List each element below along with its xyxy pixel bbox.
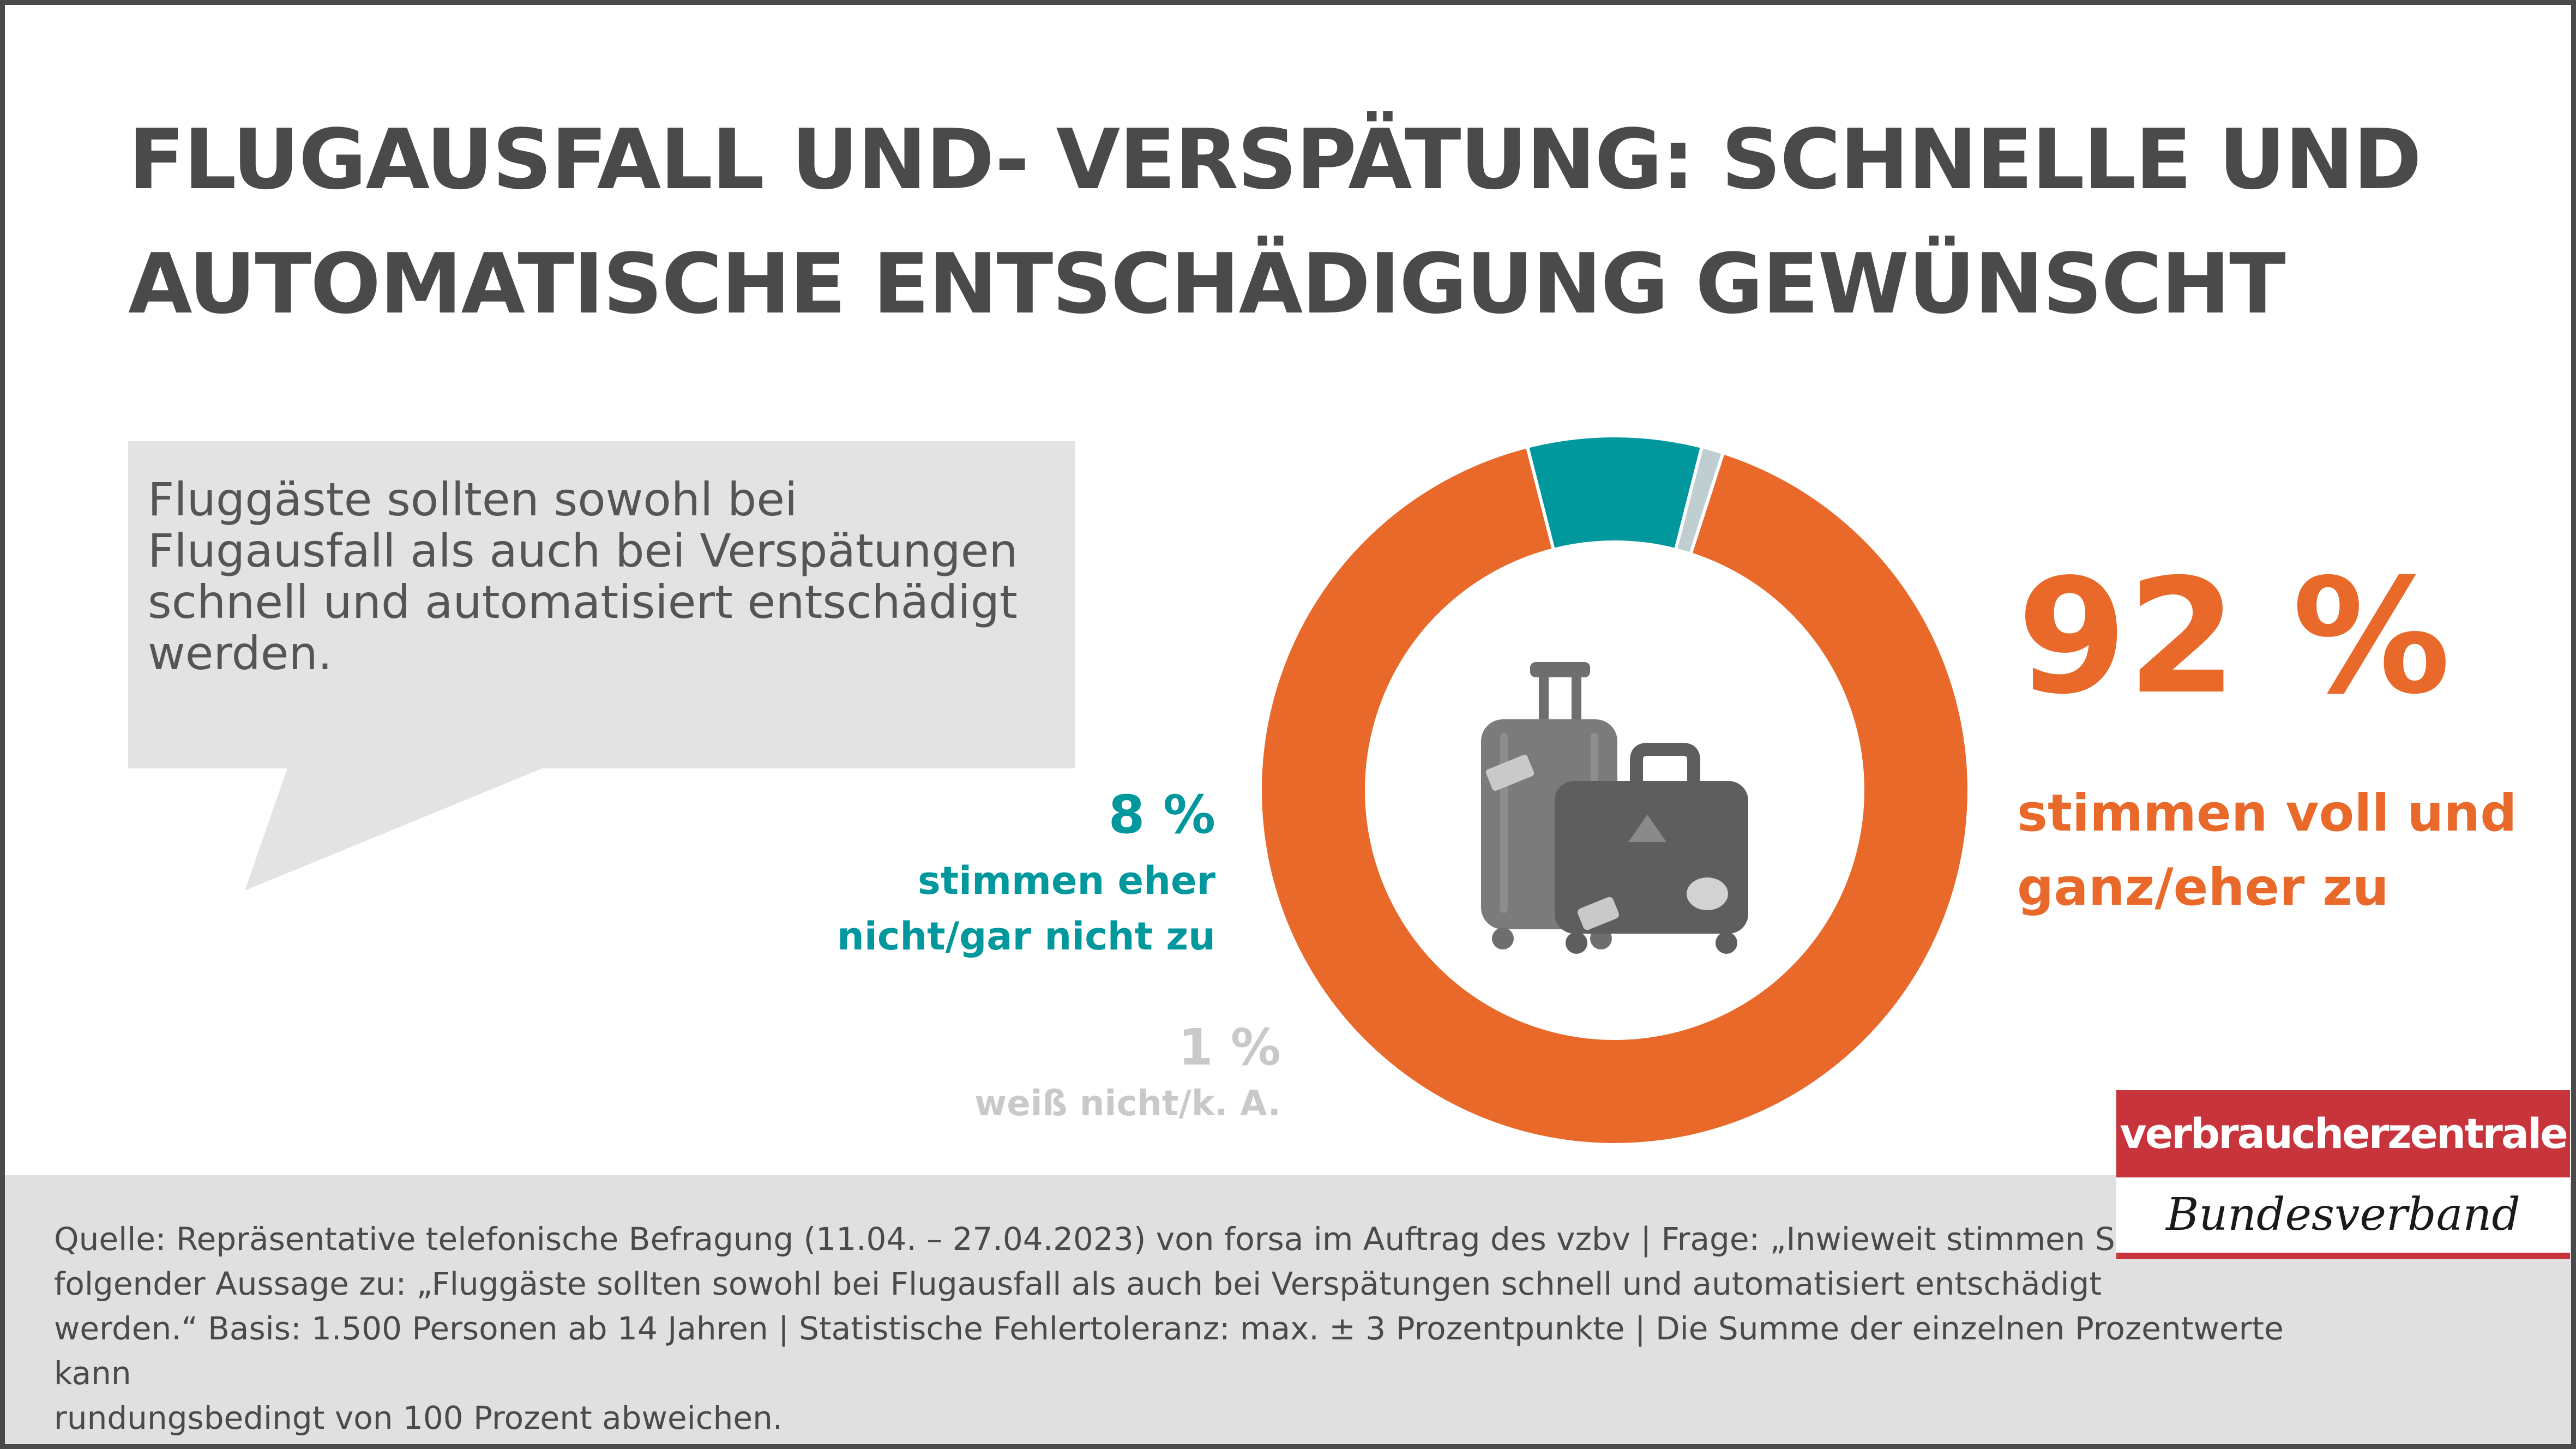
statement-bubble bbox=[128, 441, 1075, 768]
logo-underline bbox=[2116, 1253, 2570, 1259]
page-title: FLUGAUSFALL UND- VERSPÄTUNG: SCHNELLE UN… bbox=[128, 98, 2473, 346]
disagree-label-line-2: nicht/gar nicht zu bbox=[837, 914, 1215, 959]
source-line-1: Quelle: Repräsentative telefonische Befr… bbox=[54, 1220, 2144, 1258]
agree-percentage: 92 % bbox=[2017, 545, 2451, 729]
title-line-2: AUTOMATISCHE ENTSCHÄDIGUNG GEWÜNSCHT bbox=[128, 236, 2286, 332]
slice-disagree bbox=[1525, 434, 1704, 552]
infographic-card: FLUGAUSFALL UND- VERSPÄTUNG: SCHNELLE UN… bbox=[5, 5, 2571, 1444]
luggage-icon bbox=[1481, 662, 1748, 954]
statement-line-3: schnell und automatisiert entschädigt bbox=[148, 575, 1018, 629]
vzbv-logo: verbraucherzentrale Bundesverband bbox=[2116, 1090, 2570, 1259]
donut-chart bbox=[1259, 434, 1971, 1146]
speech-bubble-tail bbox=[245, 765, 550, 891]
statement-line-2: Flugausfall als auch bei Verspätungen bbox=[148, 524, 1018, 578]
slice-unknown bbox=[1674, 444, 1725, 556]
logo-subtitle: Bundesverband bbox=[2116, 1177, 2570, 1253]
source-line-3: werden.“ Basis: 1.500 Personen ab 14 Jah… bbox=[54, 1310, 2284, 1392]
source-text: Quelle: Repräsentative telefonische Befr… bbox=[54, 1217, 2290, 1440]
statement-line-1: Fluggäste sollten sowohl bei bbox=[148, 473, 798, 526]
donut-slices bbox=[1259, 434, 1971, 1146]
disagree-label: stimmen eher nicht/gar nicht zu bbox=[714, 853, 1215, 964]
agree-label: stimmen voll und ganz/eher zu bbox=[2017, 777, 2535, 925]
source-line-2: folgender Aussage zu: „Fluggäste sollten… bbox=[54, 1265, 2102, 1302]
unknown-label: weiß nicht/k. A. bbox=[974, 1084, 1281, 1124]
disagree-label-line-1: stimmen eher bbox=[918, 858, 1215, 903]
unknown-percentage: 1 % bbox=[1178, 1018, 1281, 1077]
title-line-1: FLUGAUSFALL UND- VERSPÄTUNG: SCHNELLE UN… bbox=[128, 111, 2422, 208]
statement-text: Fluggäste sollten sowohl bei Flugausfall… bbox=[148, 474, 1064, 679]
disagree-percentage: 8 % bbox=[1108, 784, 1215, 845]
source-line-4: rundungsbedingt von 100 Prozent abweiche… bbox=[54, 1399, 783, 1436]
agree-label-line-1: stimmen voll und bbox=[2017, 784, 2517, 843]
logo-wordmark: verbraucherzentrale bbox=[2116, 1090, 2570, 1177]
slice-agree bbox=[1259, 444, 1971, 1146]
statement-line-4: werden. bbox=[148, 627, 333, 680]
agree-label-line-2: ganz/eher zu bbox=[2017, 858, 2389, 917]
